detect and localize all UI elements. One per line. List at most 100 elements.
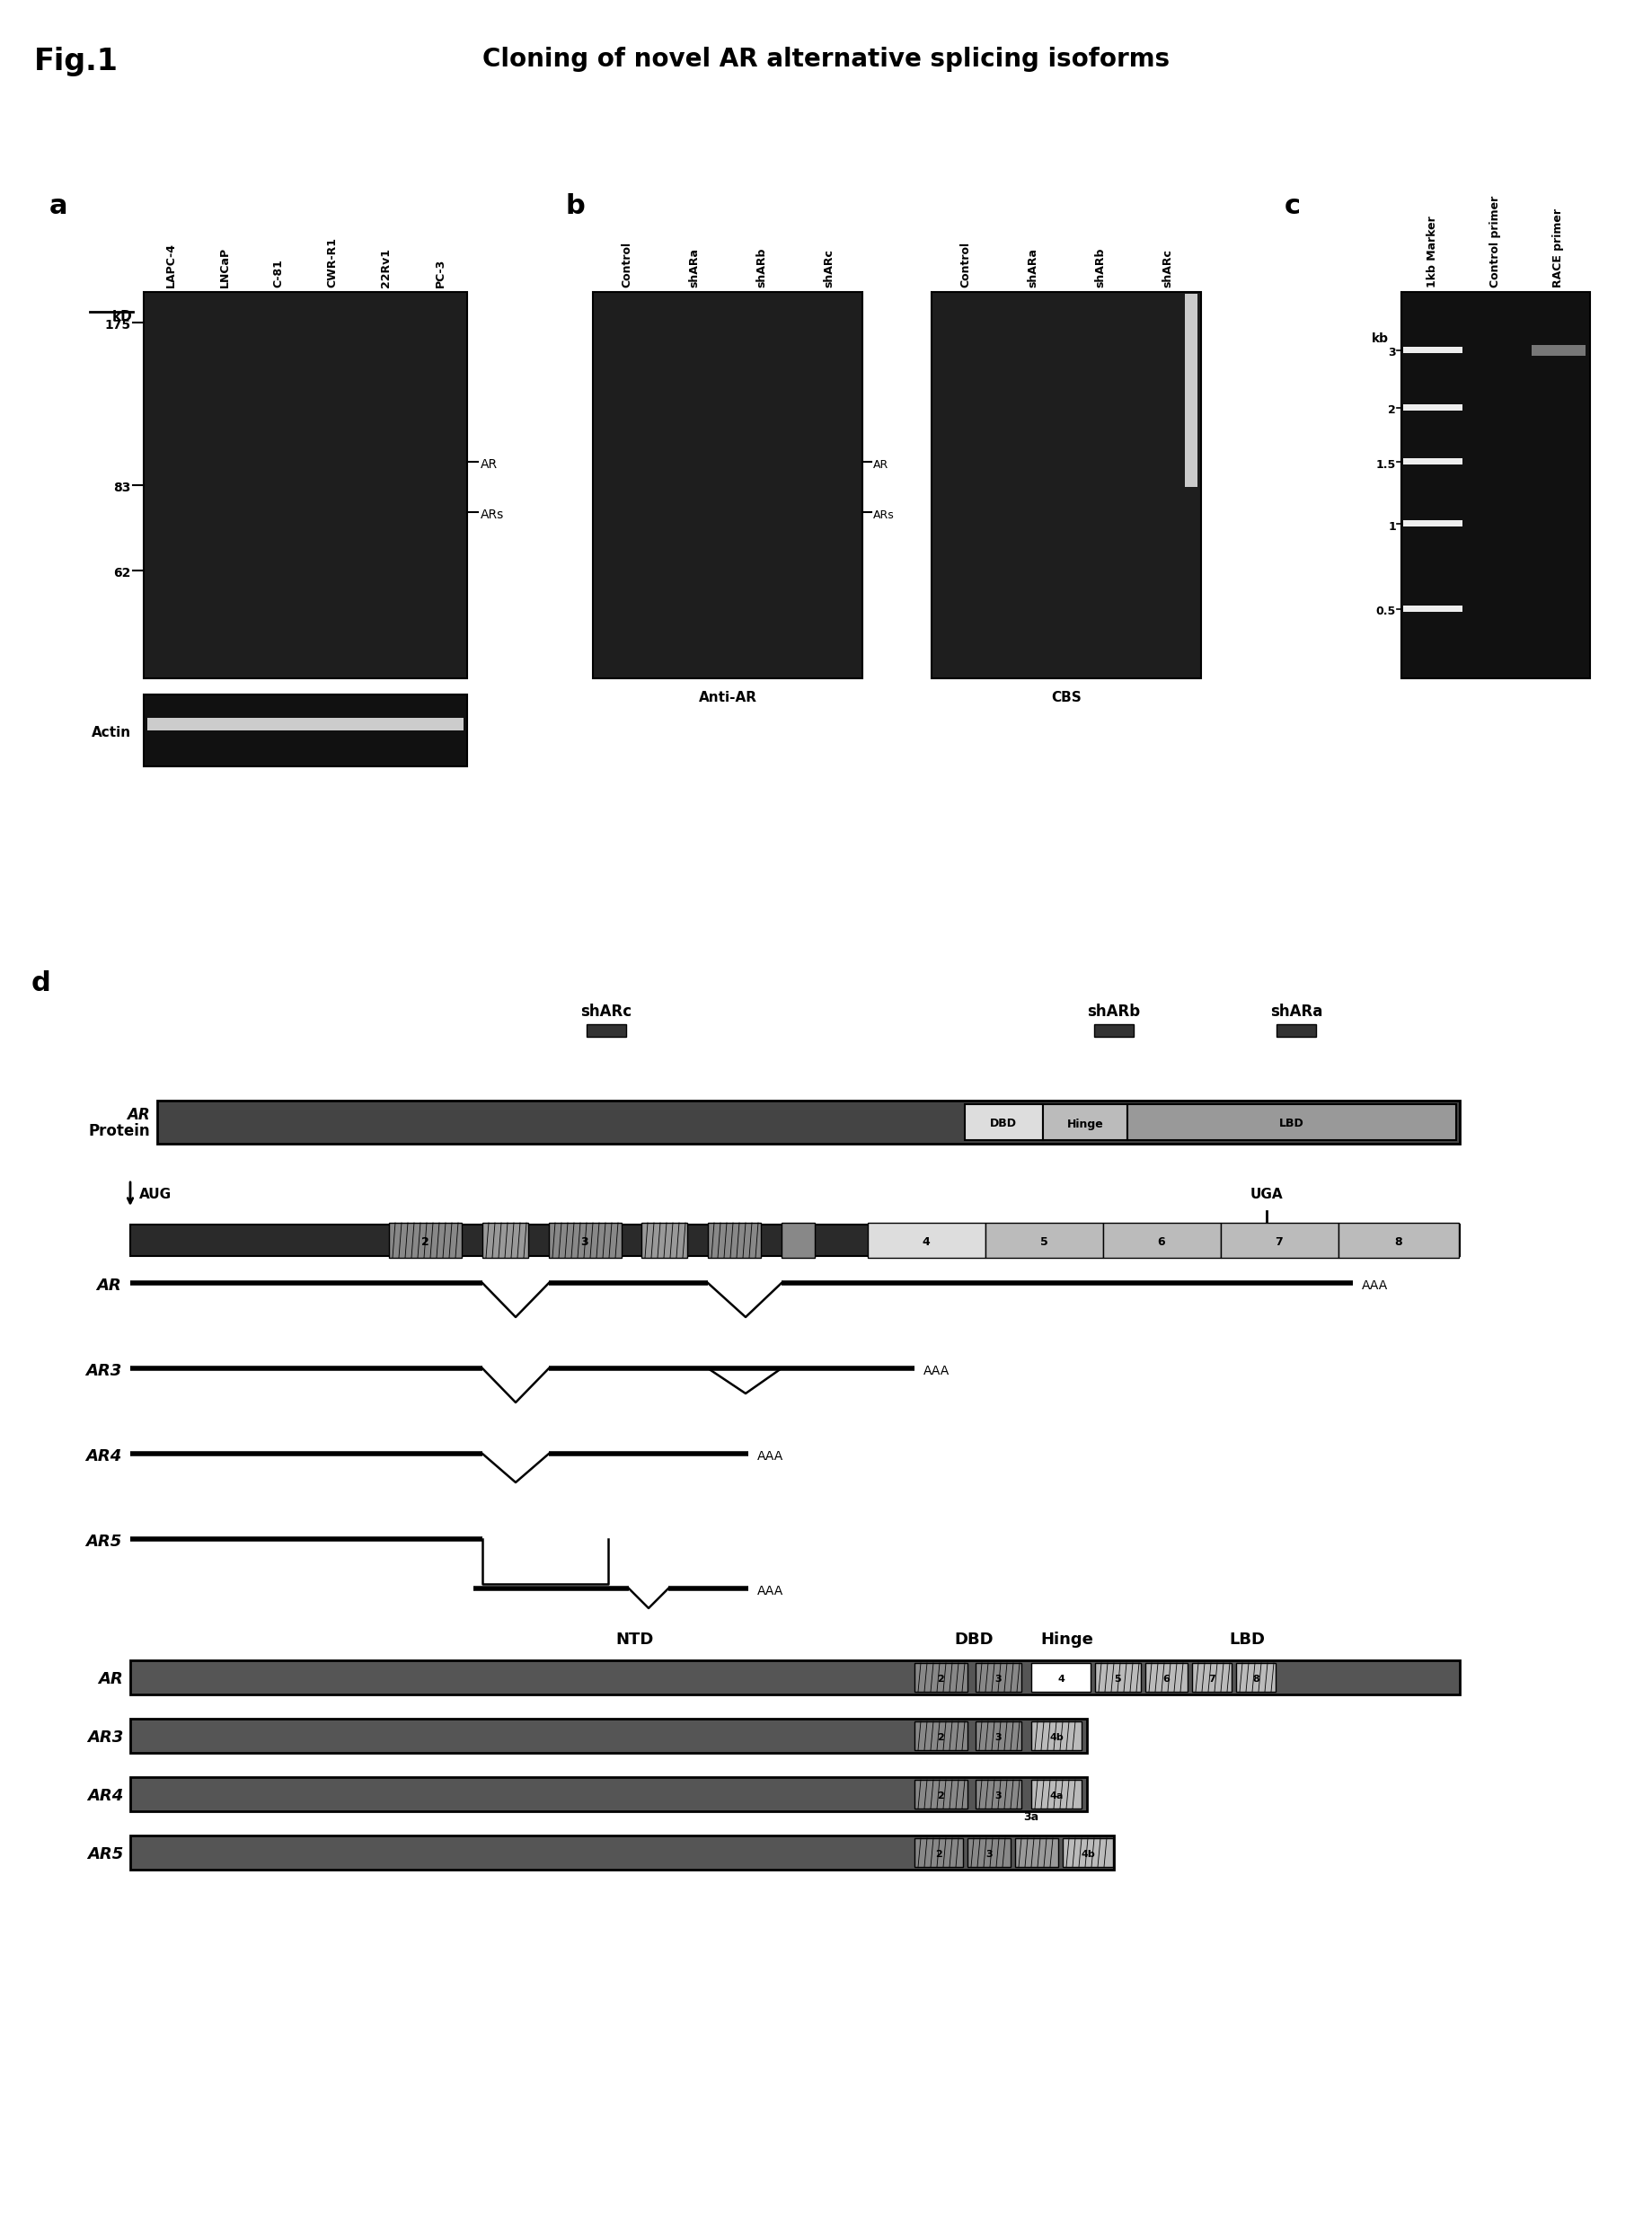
- Text: 3: 3: [582, 1238, 588, 1249]
- Bar: [1531, 345, 1586, 356]
- Bar: [976, 1779, 1021, 1808]
- Text: NTD: NTD: [616, 1632, 654, 1647]
- Text: 1.5: 1.5: [1376, 459, 1396, 470]
- Text: 1kb Marker: 1kb Marker: [1427, 215, 1439, 286]
- Text: 3: 3: [1388, 347, 1396, 358]
- Text: 2: 2: [935, 1851, 942, 1860]
- Text: 7: 7: [1275, 1238, 1284, 1249]
- Text: AAA: AAA: [1361, 1280, 1388, 1291]
- Bar: [131, 1835, 1113, 1869]
- Text: 7: 7: [1208, 1674, 1216, 1683]
- Text: AAA: AAA: [757, 1450, 783, 1464]
- Bar: [1403, 604, 1462, 611]
- Text: shARa: shARa: [1270, 1003, 1323, 1021]
- Text: Cloning of novel AR alternative splicing isoforms: Cloning of novel AR alternative splicing…: [482, 47, 1170, 72]
- Text: 3: 3: [995, 1790, 1001, 1799]
- Text: shARa: shARa: [689, 248, 700, 286]
- Text: DBD: DBD: [990, 1119, 1018, 1130]
- Text: Actin: Actin: [91, 727, 131, 741]
- Text: shARb: shARb: [1094, 248, 1105, 286]
- Bar: [144, 291, 468, 678]
- Text: AR: AR: [97, 1672, 122, 1687]
- Bar: [586, 1025, 626, 1036]
- Text: c: c: [1285, 192, 1300, 219]
- Text: UGA: UGA: [1251, 1188, 1284, 1202]
- Bar: [1031, 1663, 1090, 1692]
- Text: kb: kb: [1371, 333, 1389, 345]
- Bar: [131, 1777, 1087, 1811]
- Text: LBD: LBD: [1279, 1119, 1303, 1130]
- Bar: [915, 1721, 968, 1750]
- Text: kD: kD: [112, 309, 132, 325]
- Bar: [915, 1779, 968, 1808]
- Text: shARc: shARc: [823, 248, 834, 286]
- Text: AR4: AR4: [88, 1788, 122, 1804]
- Text: AR3: AR3: [88, 1730, 122, 1746]
- Text: AR3: AR3: [86, 1363, 121, 1379]
- Text: LAPC-4: LAPC-4: [165, 242, 177, 286]
- Text: Protein: Protein: [88, 1123, 150, 1139]
- Text: 5: 5: [1039, 1238, 1047, 1249]
- Text: LNCaP: LNCaP: [218, 246, 230, 286]
- Text: a: a: [50, 192, 68, 219]
- Text: AAA: AAA: [757, 1585, 783, 1598]
- Text: Control: Control: [621, 242, 633, 286]
- Text: shARc: shARc: [1161, 248, 1173, 286]
- Bar: [1403, 405, 1462, 410]
- Text: CBS: CBS: [1051, 692, 1082, 705]
- Bar: [548, 1222, 621, 1258]
- Bar: [1401, 291, 1589, 678]
- Bar: [1094, 1025, 1133, 1036]
- Bar: [1403, 459, 1462, 466]
- Text: 175: 175: [106, 320, 131, 331]
- Text: Anti-AR: Anti-AR: [699, 692, 757, 705]
- Bar: [1277, 1025, 1317, 1036]
- Text: 3a: 3a: [1024, 1811, 1039, 1824]
- Bar: [1031, 1721, 1082, 1750]
- Text: 8: 8: [1252, 1674, 1259, 1683]
- Text: DBD: DBD: [955, 1632, 993, 1647]
- Text: shARb: shARb: [1087, 1003, 1140, 1021]
- Text: Hinge: Hinge: [1041, 1632, 1094, 1647]
- Bar: [1095, 1663, 1142, 1692]
- Bar: [968, 1837, 1011, 1866]
- Bar: [976, 1721, 1021, 1750]
- Text: Control primer: Control primer: [1490, 195, 1502, 286]
- Bar: [707, 1222, 762, 1258]
- Text: Hinge: Hinge: [1067, 1119, 1104, 1130]
- Text: Control: Control: [960, 242, 971, 286]
- Text: 6: 6: [1158, 1238, 1165, 1249]
- Bar: [1042, 1103, 1127, 1139]
- Text: 6: 6: [1163, 1674, 1170, 1683]
- Bar: [131, 1224, 1460, 1256]
- Bar: [1031, 1779, 1082, 1808]
- Text: AR: AR: [481, 459, 497, 470]
- Bar: [1062, 1837, 1113, 1866]
- Text: 2: 2: [937, 1674, 943, 1683]
- Bar: [131, 1719, 1087, 1752]
- Text: 5: 5: [1113, 1674, 1122, 1683]
- Text: 3: 3: [986, 1851, 993, 1860]
- Text: LBD: LBD: [1229, 1632, 1265, 1647]
- Bar: [1014, 1837, 1059, 1866]
- Text: 3: 3: [995, 1732, 1001, 1741]
- Bar: [1403, 347, 1462, 354]
- Text: 8: 8: [1394, 1238, 1403, 1249]
- Text: 62: 62: [114, 566, 131, 580]
- Bar: [482, 1222, 529, 1258]
- Text: 4b: 4b: [1049, 1732, 1064, 1741]
- Text: 4: 4: [922, 1238, 930, 1249]
- Bar: [1193, 1663, 1232, 1692]
- Bar: [1145, 1663, 1188, 1692]
- Text: C-81: C-81: [273, 260, 284, 286]
- Text: 1: 1: [1388, 521, 1396, 533]
- Text: 0.5: 0.5: [1376, 606, 1396, 618]
- Bar: [157, 1101, 1460, 1144]
- Text: AR4: AR4: [86, 1448, 121, 1464]
- Bar: [388, 1222, 461, 1258]
- Text: shARb: shARb: [755, 248, 767, 286]
- Text: PC-3: PC-3: [434, 260, 446, 286]
- Bar: [965, 1103, 1042, 1139]
- Text: 3: 3: [995, 1674, 1001, 1683]
- Bar: [915, 1837, 963, 1866]
